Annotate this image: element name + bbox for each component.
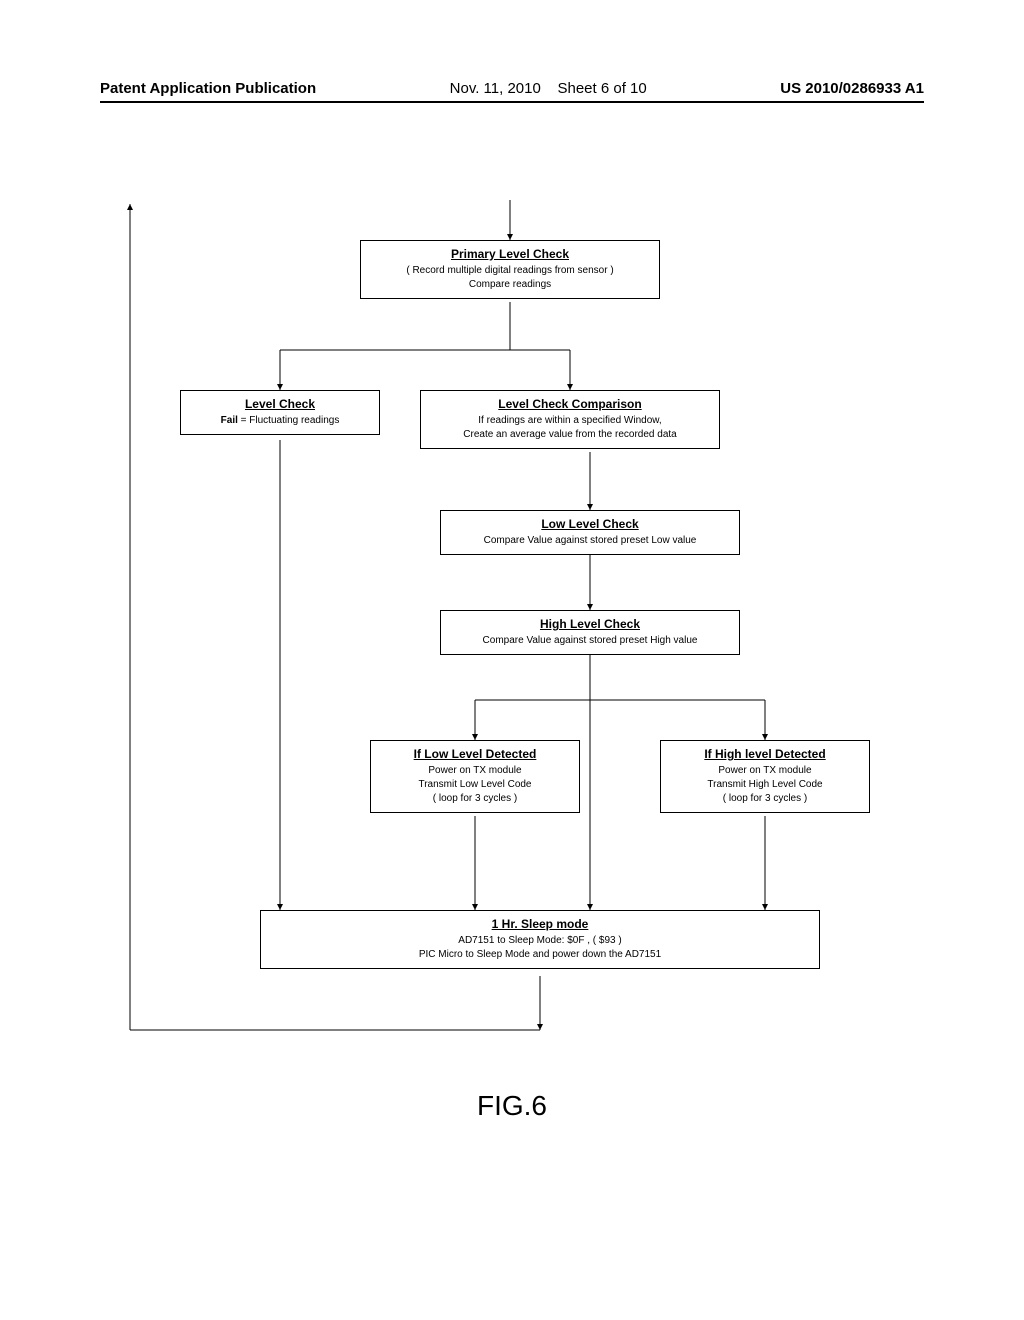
box-if-high-detected: If High level Detected Power on TX modul… <box>660 740 870 813</box>
header-right: US 2010/0286933 A1 <box>780 80 924 97</box>
fail-prefix: Fail <box>221 415 238 426</box>
box-high-level-check: High Level Check Compare Value against s… <box>440 610 740 655</box>
header-center: Nov. 11, 2010 Sheet 6 of 10 <box>450 80 647 97</box>
sleep-line2: PIC Micro to Sleep Mode and power down t… <box>269 948 811 962</box>
iflow-line3: ( loop for 3 cycles ) <box>379 792 571 806</box>
flowchart: Primary Level Check ( Record multiple di… <box>120 190 904 1070</box>
iflow-line2: Transmit Low Level Code <box>379 778 571 792</box>
high-line1: Compare Value against stored preset High… <box>449 634 731 648</box>
ifhigh-line3: ( loop for 3 cycles ) <box>669 792 861 806</box>
sleep-title: 1 Hr. Sleep mode <box>269 917 811 931</box>
fail-rest: = Fluctuating readings <box>238 415 339 426</box>
box-if-low-detected: If Low Level Detected Power on TX module… <box>370 740 580 813</box>
header-left: Patent Application Publication <box>100 80 316 97</box>
header-sheet: Sheet 6 of 10 <box>557 80 646 97</box>
primary-title: Primary Level Check <box>369 247 651 261</box>
high-title: High Level Check <box>449 617 731 631</box>
box-level-check-fail: Level Check Fail = Fluctuating readings <box>180 390 380 435</box>
low-title: Low Level Check <box>449 517 731 531</box>
primary-line2: Compare readings <box>369 278 651 292</box>
primary-line1: ( Record multiple digital readings from … <box>369 264 651 278</box>
figure-label: FIG.6 <box>0 1090 1024 1122</box>
sleep-line1: AD7151 to Sleep Mode: $0F , ( $93 ) <box>269 934 811 948</box>
box-primary-level-check: Primary Level Check ( Record multiple di… <box>360 240 660 299</box>
iflow-line1: Power on TX module <box>379 764 571 778</box>
low-line1: Compare Value against stored preset Low … <box>449 534 731 548</box>
fail-title: Level Check <box>189 397 371 411</box>
compare-title: Level Check Comparison <box>429 397 711 411</box>
box-low-level-check: Low Level Check Compare Value against st… <box>440 510 740 555</box>
page-header: Patent Application Publication Nov. 11, … <box>100 80 924 103</box>
header-date: Nov. 11, 2010 <box>450 80 541 97</box>
ifhigh-title: If High level Detected <box>669 747 861 761</box>
fail-line1: Fail = Fluctuating readings <box>189 414 371 428</box>
box-sleep-mode: 1 Hr. Sleep mode AD7151 to Sleep Mode: $… <box>260 910 820 969</box>
ifhigh-line2: Transmit High Level Code <box>669 778 861 792</box>
compare-line1: If readings are within a specified Windo… <box>429 414 711 428</box>
iflow-title: If Low Level Detected <box>379 747 571 761</box>
ifhigh-line1: Power on TX module <box>669 764 861 778</box>
compare-line2: Create an average value from the recorde… <box>429 428 711 442</box>
box-level-check-comparison: Level Check Comparison If readings are w… <box>420 390 720 449</box>
